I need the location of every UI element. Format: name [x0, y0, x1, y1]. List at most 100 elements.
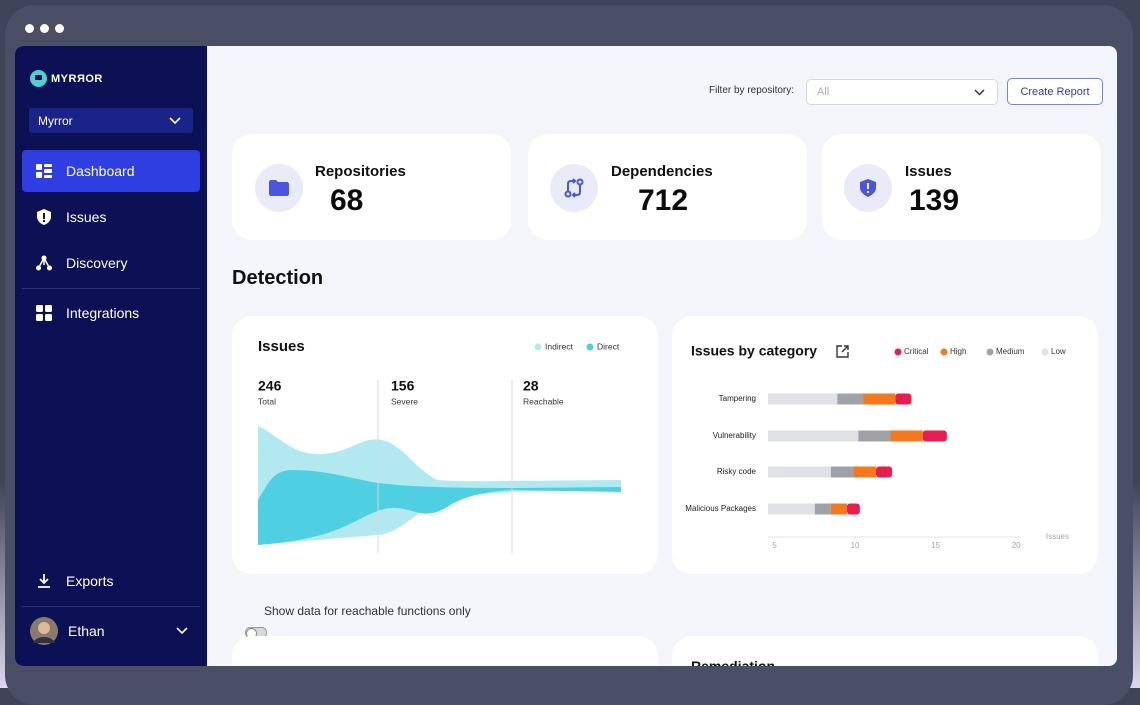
legend-swatch — [586, 343, 594, 351]
compare-icon — [564, 178, 584, 198]
button-label: Create Report — [1020, 85, 1090, 98]
nav-icon — [37, 209, 51, 225]
card-title: Issues — [258, 338, 305, 355]
legend-swatch — [894, 348, 902, 356]
bar-segment — [875, 466, 893, 478]
metric-value: 28 — [523, 378, 539, 394]
legend-label: Medium — [996, 347, 1025, 356]
create-report-button[interactable]: Create Report — [1007, 78, 1103, 105]
bar-segment — [853, 466, 876, 478]
separator — [22, 288, 200, 289]
nav-item[interactable]: Integrations — [22, 292, 200, 334]
stat-label: Issues — [905, 163, 952, 180]
bar-segment — [890, 430, 923, 442]
legend-swatch — [1041, 348, 1049, 356]
nav-icon — [38, 574, 50, 588]
window-dot — [55, 24, 64, 33]
metric-label: Reachable — [523, 396, 564, 406]
nav-icon — [36, 164, 52, 178]
legend-swatch — [534, 343, 542, 351]
legend-swatch — [986, 348, 994, 356]
workspace-name: Myrror — [38, 113, 73, 128]
nav-item[interactable]: Dashboard — [22, 150, 200, 192]
bar-segment — [895, 393, 912, 405]
stat-card: Dependencies 712 — [528, 134, 807, 240]
toggle-label: Show data for reachable functions only — [264, 604, 471, 618]
nav-item[interactable]: Discovery — [22, 242, 200, 284]
x-tick-label: 20 — [1012, 541, 1021, 550]
bar-segment — [768, 393, 838, 405]
chevron — [974, 88, 985, 96]
filter-label: Filter by repository: — [709, 85, 795, 96]
y-tick-label: Risky code — [717, 467, 757, 476]
issues-flow: Issues Indirect Direct 246 Total 156 Sev… — [258, 338, 621, 553]
metric-label: Total — [258, 396, 276, 406]
chart-title: Issues by category — [691, 343, 817, 359]
nav-label: Discovery — [66, 255, 128, 271]
stat-value: 68 — [330, 184, 364, 217]
y-tick-label: Vulnerability — [713, 431, 756, 440]
nav-icon — [36, 305, 52, 321]
nav-label: Exports — [66, 573, 114, 589]
card-title: Remediation — [691, 658, 776, 666]
bar-segment — [863, 393, 896, 405]
stat-icon — [844, 164, 892, 212]
nav-label: Dashboard — [66, 163, 135, 179]
metric-value: 246 — [258, 378, 282, 394]
legend-label: Critical — [904, 347, 929, 356]
bar-segment — [814, 503, 831, 515]
bottom-card: Remediation — [672, 636, 1098, 666]
y-tick-label: Tampering — [719, 394, 756, 403]
chevron — [169, 116, 181, 124]
x-axis-label: Issues — [1046, 532, 1069, 541]
section-title: Detection — [232, 267, 324, 289]
user-menu[interactable]: Ethan — [22, 610, 200, 652]
stat-card: Issues 139 — [822, 134, 1101, 240]
legend-label: High — [950, 347, 966, 356]
workspace-select[interactable]: Myrror — [29, 108, 193, 133]
brand-logo — [30, 70, 47, 87]
sidebar: MYRЯOR Myrror Dashboard Issues Discovery… — [15, 46, 207, 666]
x-tick-label: 10 — [851, 541, 860, 550]
separator — [22, 606, 200, 607]
nav-item[interactable]: Issues — [22, 196, 200, 238]
brand-name: MYRЯOR — [51, 72, 103, 85]
shield-icon — [860, 179, 876, 197]
chevron — [176, 627, 188, 635]
stat-card: Repositories 68 — [232, 134, 511, 240]
bar-segment — [846, 503, 860, 515]
stat-label: Repositories — [315, 163, 406, 180]
metric-value: 156 — [391, 378, 415, 394]
x-tick-label: 15 — [931, 541, 940, 550]
legend-label: Direct — [597, 341, 620, 351]
folder-icon — [269, 180, 289, 196]
category-card: Issues by category Issues 5 10 15 20 Critica… — [672, 316, 1098, 574]
nav-icon — [36, 255, 52, 271]
legend-swatch — [940, 348, 948, 356]
bar-segment — [768, 503, 815, 515]
stat-value: 712 — [638, 184, 689, 217]
y-tick-label: Malicious Packages — [685, 504, 756, 513]
bar-segment — [858, 430, 891, 442]
avatar — [30, 617, 58, 645]
repository-select[interactable]: All — [806, 79, 998, 105]
bar-segment — [768, 430, 859, 442]
external-link-icon[interactable] — [836, 345, 849, 358]
nav-label: Integrations — [66, 305, 140, 321]
user-name: Ethan — [68, 623, 105, 639]
bottom-card — [232, 636, 658, 666]
window-dot — [40, 24, 49, 33]
direct-stream — [258, 470, 621, 545]
x-tick-label: 5 — [772, 541, 777, 550]
brand: MYRЯOR — [30, 70, 103, 87]
window-dot — [25, 24, 34, 33]
bar-segment — [830, 503, 847, 515]
bar-segment — [768, 466, 831, 478]
nav-item[interactable]: Exports — [22, 560, 200, 602]
bar-segment — [837, 393, 864, 405]
issues-card: Issues Indirect Direct 246 Total 156 Sev… — [232, 316, 658, 574]
category-chart: Issues by category Issues 5 10 15 20 Critica… — [685, 343, 1069, 550]
stat-icon — [255, 164, 303, 212]
